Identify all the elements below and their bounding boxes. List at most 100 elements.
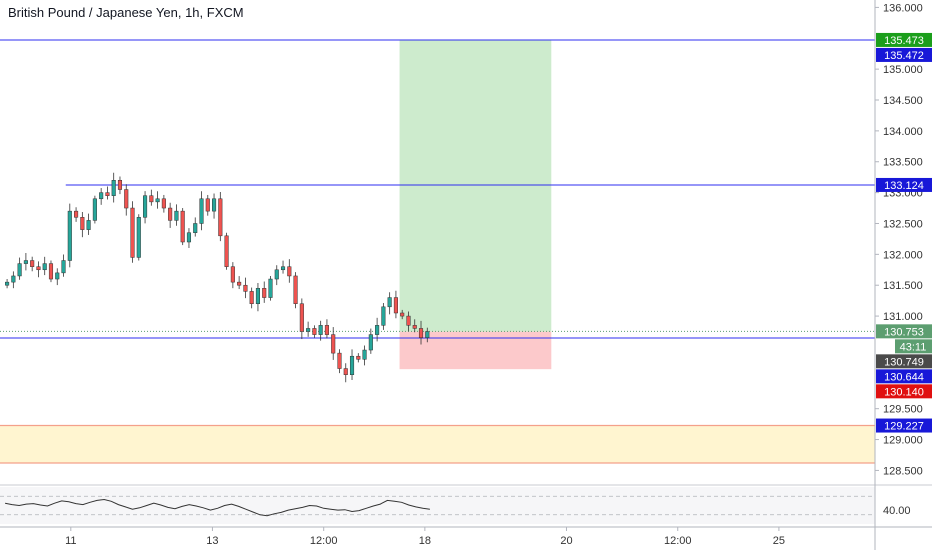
price-tick-label: 129.000 bbox=[883, 435, 923, 447]
time-tick-label: 25 bbox=[773, 535, 785, 547]
price-tick-label: 134.000 bbox=[883, 126, 923, 138]
candle bbox=[124, 184, 129, 216]
candle bbox=[230, 262, 235, 289]
price-labels-layer: 135.473 135.472 133.124 130.753 43:11 130.749… bbox=[876, 32, 932, 433]
candle-body bbox=[243, 284, 248, 292]
candle bbox=[343, 363, 348, 383]
candle-body bbox=[362, 349, 367, 360]
price-tick-label: 133.500 bbox=[883, 157, 923, 169]
rsi-line bbox=[5, 498, 430, 517]
candle bbox=[205, 194, 210, 216]
price-tick-label: 128.500 bbox=[883, 465, 923, 477]
candle-body bbox=[356, 355, 361, 360]
price-tick-label: 132.500 bbox=[883, 218, 923, 230]
candle-body bbox=[74, 210, 79, 218]
price-label-text: 130.749 bbox=[884, 356, 924, 368]
candle bbox=[161, 194, 166, 213]
price-label: 130.749 bbox=[876, 354, 932, 369]
price-label-text: 135.473 bbox=[884, 35, 924, 47]
candle-body bbox=[230, 266, 235, 283]
candle bbox=[48, 260, 54, 283]
candle-body bbox=[36, 266, 41, 271]
candle bbox=[387, 292, 392, 315]
candle-body bbox=[55, 272, 60, 280]
candle-body bbox=[262, 288, 267, 298]
candle-body bbox=[375, 325, 380, 335]
candle bbox=[155, 191, 160, 209]
candle bbox=[375, 317, 380, 342]
price-label-text: 130.140 bbox=[884, 386, 924, 398]
candle bbox=[130, 201, 135, 263]
candle-body bbox=[299, 303, 304, 332]
candle-body bbox=[274, 269, 279, 280]
candle bbox=[174, 204, 179, 226]
price-tick-label: 131.500 bbox=[883, 280, 923, 292]
candle-body bbox=[412, 325, 417, 329]
price-label: 130.644 bbox=[876, 369, 932, 384]
candle-body bbox=[48, 263, 54, 280]
price-label-bg bbox=[876, 177, 932, 192]
candle-body bbox=[174, 210, 179, 221]
candle-body bbox=[280, 266, 286, 271]
zone-fill bbox=[0, 425, 875, 464]
rsi-panel: 40.00 bbox=[0, 484, 932, 524]
candle bbox=[74, 207, 79, 222]
candle bbox=[218, 191, 223, 242]
price-tick-label: 129.500 bbox=[883, 404, 923, 416]
candle bbox=[86, 213, 91, 235]
time-tick-label: 12:00 bbox=[310, 535, 338, 547]
candle bbox=[243, 277, 248, 299]
countdown-text: 43:11 bbox=[900, 341, 927, 353]
candle bbox=[306, 321, 311, 337]
candle-body bbox=[86, 220, 91, 230]
price-label-text: 130.753 bbox=[884, 326, 924, 338]
candle bbox=[393, 290, 398, 319]
candle-body bbox=[11, 275, 16, 283]
candle-body bbox=[30, 260, 35, 267]
countdown-label: 43:11 bbox=[895, 339, 932, 354]
candle bbox=[36, 261, 41, 278]
candle bbox=[17, 257, 22, 280]
candle-body bbox=[306, 328, 311, 332]
candle bbox=[274, 265, 279, 286]
candle-body bbox=[42, 263, 47, 271]
candle bbox=[149, 189, 154, 206]
candle-body bbox=[130, 207, 135, 258]
candle bbox=[80, 211, 85, 238]
time-tick-label: 18 bbox=[419, 535, 431, 547]
candle bbox=[186, 228, 192, 249]
rsi-axis-label: 40.00 bbox=[883, 505, 911, 517]
candle bbox=[400, 309, 405, 320]
candle-body bbox=[105, 192, 110, 196]
candle-body bbox=[387, 297, 392, 308]
candle-body bbox=[237, 281, 242, 286]
candle-body bbox=[312, 328, 317, 335]
candle bbox=[255, 282, 260, 312]
price-tick-label: 135.000 bbox=[883, 64, 923, 76]
price-label-bg bbox=[876, 47, 932, 62]
candle bbox=[11, 271, 16, 289]
candle bbox=[23, 252, 28, 271]
candle bbox=[55, 268, 60, 286]
candle bbox=[337, 349, 342, 374]
candle-body bbox=[168, 207, 173, 221]
candle-body bbox=[155, 198, 160, 203]
candle bbox=[312, 325, 317, 338]
candle bbox=[318, 320, 323, 341]
candle bbox=[368, 328, 373, 354]
price-label-bg bbox=[876, 369, 932, 384]
candle bbox=[30, 256, 35, 272]
candle bbox=[249, 287, 254, 309]
chart-title: British Pound / Japanese Yen, 1h, FXCM bbox=[8, 5, 244, 20]
candle bbox=[211, 193, 217, 219]
price-label: 133.124 bbox=[876, 177, 932, 192]
candle bbox=[143, 191, 148, 224]
candle-body bbox=[249, 291, 254, 304]
price-label-bg bbox=[876, 384, 932, 399]
long-position-tool[interactable] bbox=[399, 39, 552, 370]
candle bbox=[193, 217, 198, 237]
price-label: 135.473 bbox=[876, 32, 932, 47]
candle-body bbox=[124, 189, 129, 209]
